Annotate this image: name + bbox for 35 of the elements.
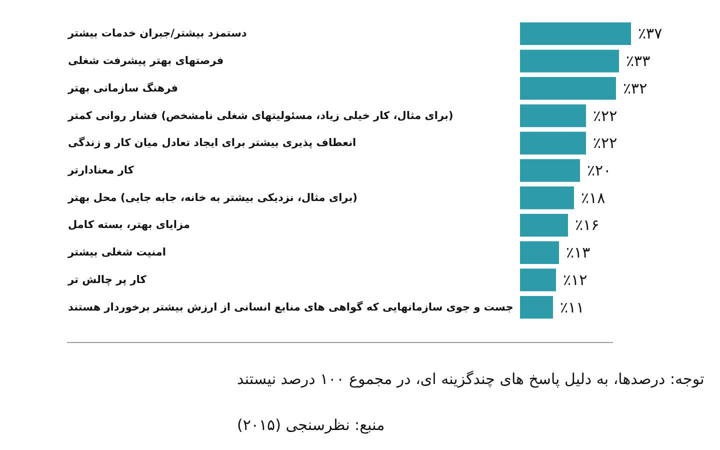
data-label: ٪۳۲: [623, 79, 648, 98]
y-tick-label: مزایای بهتر، بسته کامل: [68, 219, 190, 232]
data-label: ٪۲۲: [593, 134, 618, 152]
y-tick-label: انعطاف پذیری بیشتر برای ایجاد تعادل میان کار و زندگی: [68, 136, 356, 150]
bar: [520, 104, 586, 128]
bar: [520, 296, 553, 319]
bar: [520, 22, 631, 46]
data-label: ٪۱۳: [566, 244, 590, 262]
bar: [520, 159, 580, 182]
y-tick-label: جست و جوی سازمانهایی که گواهی های منابع انسانی از ارزش بیشتر برخوردار هستند: [68, 300, 514, 314]
y-tick-label: کار معنادارتر: [67, 164, 135, 176]
y-tick-label: امنیت شغلی بیشتر: [67, 246, 166, 259]
y-tick-label: فرصتهای بهتر پیشرفت شغلی: [68, 55, 224, 68]
y-tick-label: کار پر چالش تر: [67, 274, 148, 286]
data-label: ٪۱۸: [581, 188, 606, 207]
bar: [520, 241, 559, 264]
data-label: ٪۳۷: [638, 24, 662, 43]
data-label: ٪۲۲: [593, 106, 618, 125]
y-tick-label: دستمزد بیشتر/جبران خدمات بیشتر: [67, 28, 248, 40]
bar: [520, 50, 619, 72]
data-label: ٪۱۶: [575, 216, 600, 234]
text: منبع: نظرسنجی (۲۰۱۵): [237, 416, 385, 434]
data-label: ٪۳۳: [626, 52, 650, 70]
y-tick-label: (برای مثال، نزدیکی بیشتر به خانه، جابه جایی) محل بهتر: [67, 192, 358, 204]
bar: [520, 186, 574, 210]
text: توجه: درصدها، به دلیل پاسخ های چندگزینه ای، در مجموع ۱۰۰ درصد نیستند: [237, 370, 704, 388]
bar: [520, 132, 586, 154]
bar: [520, 268, 556, 292]
bar: [520, 77, 616, 100]
data-label: ٪۱۱: [560, 298, 584, 316]
bar: [520, 214, 568, 237]
y-tick-label: (برای مثال، کار خیلی زیاد، مسئولیتهای شغلی نامشخص) فشار روانی کمتر: [67, 110, 454, 122]
data-label: ٪۱۲: [563, 270, 588, 289]
y-tick-label: فرهنگ سازمانی بهتر: [67, 81, 178, 94]
data-label: ٪۲۰: [587, 162, 612, 180]
